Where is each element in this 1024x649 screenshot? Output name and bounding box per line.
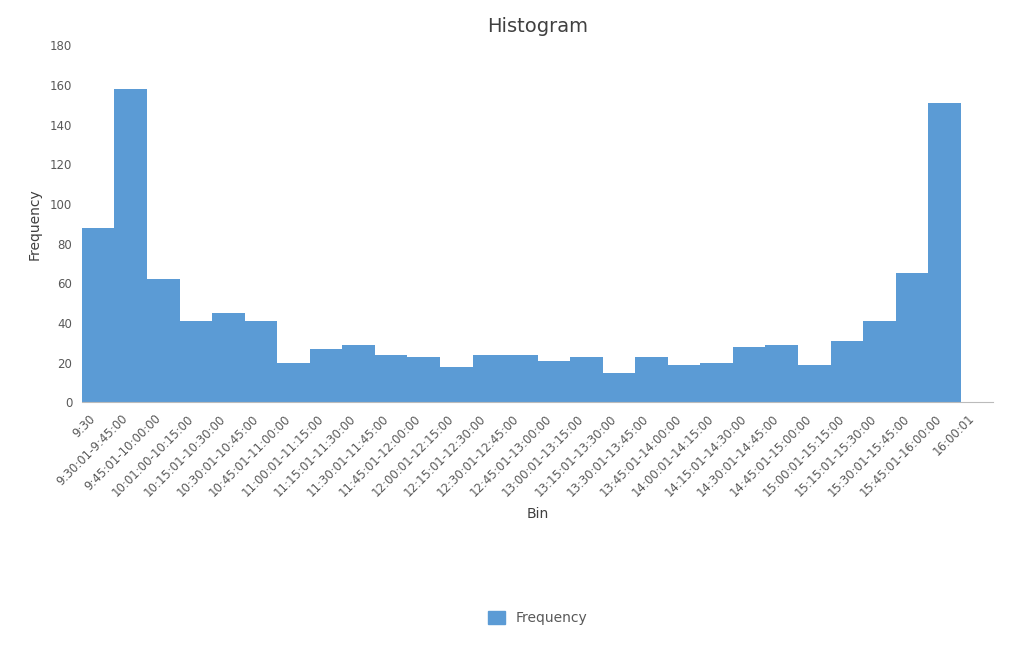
X-axis label: Bin: Bin: [526, 507, 549, 521]
Y-axis label: Frequency: Frequency: [28, 188, 42, 260]
Bar: [896, 273, 928, 402]
Bar: [830, 341, 863, 402]
Bar: [342, 345, 375, 402]
Legend: Frequency: Frequency: [482, 606, 593, 631]
Bar: [603, 373, 635, 402]
Bar: [928, 103, 961, 402]
Bar: [440, 367, 472, 402]
Bar: [408, 357, 440, 402]
Bar: [765, 345, 798, 402]
Bar: [668, 365, 700, 402]
Bar: [245, 321, 278, 402]
Bar: [179, 321, 212, 402]
Bar: [82, 228, 115, 402]
Bar: [505, 355, 538, 402]
Bar: [635, 357, 668, 402]
Bar: [212, 313, 245, 402]
Bar: [798, 365, 830, 402]
Bar: [700, 363, 733, 402]
Bar: [309, 349, 342, 402]
Bar: [375, 355, 408, 402]
Bar: [733, 347, 765, 402]
Bar: [147, 280, 179, 402]
Bar: [570, 357, 603, 402]
Bar: [115, 89, 147, 402]
Bar: [863, 321, 896, 402]
Title: Histogram: Histogram: [487, 16, 588, 36]
Bar: [278, 363, 309, 402]
Bar: [472, 355, 505, 402]
Bar: [538, 361, 570, 402]
